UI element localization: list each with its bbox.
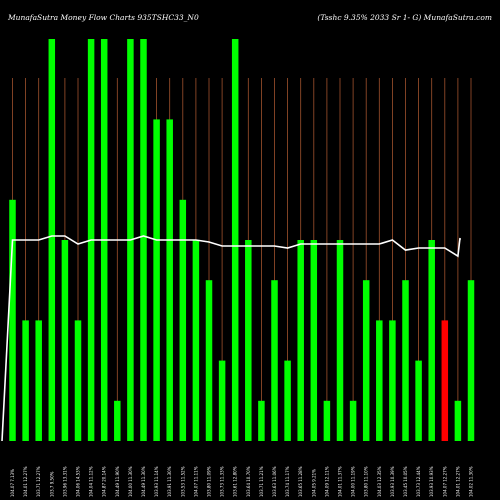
x-tick-label: 104.01 11.37% [338, 466, 343, 497]
x-tick-label: 104.03 12.35% [377, 466, 382, 497]
volume-bar [179, 199, 187, 441]
x-tick-label: 103.53 11.52% [180, 466, 185, 497]
volume-bar [48, 39, 56, 441]
volume-bar [35, 320, 42, 441]
x-tick-label: 104.49 11.30% [141, 466, 146, 497]
x-tick-label: 103.93 11.14% [154, 466, 159, 497]
volume-bar [245, 240, 252, 441]
volume-bar [258, 400, 265, 441]
volume-bar [192, 240, 200, 441]
x-tick-label: 103.96 13.31% [62, 466, 67, 497]
volume-bar [218, 360, 226, 441]
volume-bar [310, 240, 318, 441]
x-tick-labels: 104.07 7.13% 104.01 12.27% 103.71 12.27% 10… [10, 466, 474, 497]
volume-bar [441, 320, 449, 441]
x-tick-label: 103.64 10.70% [246, 466, 251, 497]
volume-bar [74, 320, 82, 441]
x-tick-label: 103.93 10.93% [429, 466, 434, 497]
volume-bar [402, 280, 409, 441]
x-tick-label: 103.71 12.27% [36, 466, 41, 497]
x-tick-label: 103.65 11.28% [298, 466, 303, 497]
volume-bar [454, 400, 462, 441]
volume-bar [284, 360, 291, 441]
x-tick-label: 104.49 11.90% [115, 466, 120, 497]
volume-bar [61, 240, 69, 441]
x-tick-label: 104.01 12.27% [23, 466, 28, 497]
volume-bar [415, 360, 422, 441]
x-tick-label: 104.07 7.13% [10, 469, 15, 497]
chart-title-left: MunafaSutra Money Flow Charts 935TSHC33_… [7, 13, 199, 22]
x-tick-label: 104.00 11.19% [351, 466, 356, 497]
x-tick-label: 104.05 9.21% [311, 469, 316, 497]
volume-bar [467, 280, 475, 441]
volume-bar [231, 39, 239, 441]
volume-bar [205, 280, 213, 441]
x-tick-label: 104.09 12.11% [324, 466, 329, 497]
volume-bar [297, 240, 304, 441]
volume-bar [114, 400, 121, 441]
x-tick-label: 103.73 12.44% [416, 466, 421, 497]
price-line-group [1, 235, 461, 442]
volume-bar [323, 400, 331, 441]
x-tick-label: 104.07 12.27% [442, 466, 447, 497]
volume-bar [362, 280, 370, 441]
price-line [1, 235, 461, 442]
x-tick-label: 103.63 11.06% [272, 466, 277, 497]
x-tick-label: 103.7 9.50% [49, 471, 54, 497]
volume-bar [153, 119, 160, 442]
x-tick-label: 103.80 11.09% [207, 466, 212, 497]
x-tick-label: 103.61 12.80% [233, 466, 238, 497]
x-tick-label: 103.71 11.21% [259, 466, 264, 497]
x-tick-label: 104.01 12.27% [455, 466, 460, 497]
volume-bar [166, 119, 173, 442]
x-tick-label: 103.74 11.17% [285, 466, 290, 497]
x-tick-label: 104.00 11.30% [128, 466, 133, 497]
x-tick-label: 104.06 14.53% [76, 466, 81, 497]
volume-bar [376, 320, 383, 441]
volume-bar [389, 320, 396, 441]
x-tick-label: 104.07 11.11% [193, 466, 198, 497]
volume-bar [9, 199, 16, 441]
volume-bar [22, 320, 29, 441]
x-tick-label: 104.04 11.12% [89, 466, 94, 497]
x-tick-label: 103.80 11.10% [364, 466, 369, 497]
chart-title-right: (Tsshc 9.35% 2033 Sr 1- G) MunafaSutra.c… [317, 13, 492, 22]
volume-bar [336, 240, 344, 441]
volume-bar [428, 240, 435, 441]
x-tick-label: 103.73 11.33% [220, 466, 225, 497]
x-tick-label: 103.93 10.39% [390, 466, 395, 497]
volume-bar [349, 400, 357, 441]
x-tick-label: 104.87 20.14% [102, 466, 107, 497]
x-tick-label: 103.91 11.30% [167, 466, 172, 497]
volume-bar [140, 39, 147, 441]
x-tick-label: 104.02 11.30% [469, 466, 474, 497]
volume-bar [271, 280, 278, 441]
x-tick-label: 103.45 10.05% [403, 466, 408, 497]
